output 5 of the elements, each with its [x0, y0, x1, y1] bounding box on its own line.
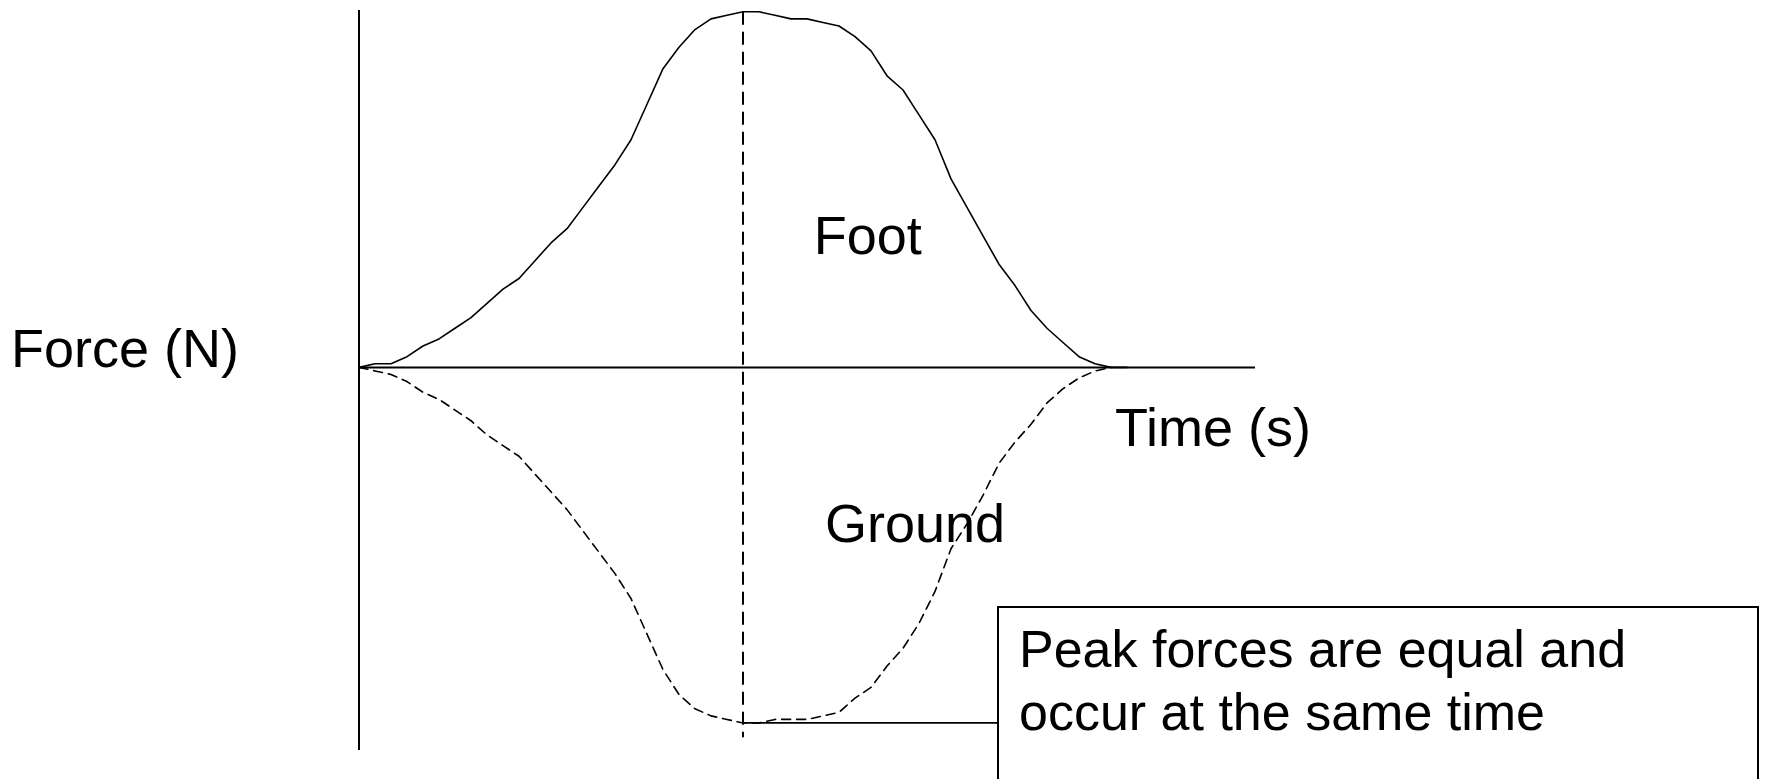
x-axis-title: Time (s) [1115, 397, 1311, 458]
series-label: Foot [813, 204, 922, 265]
annotation: Peak forces are equal and occur at the same time [1019, 619, 1628, 743]
series-label: Ground [824, 492, 1006, 553]
y-axis-title: Force (N) [11, 318, 239, 379]
